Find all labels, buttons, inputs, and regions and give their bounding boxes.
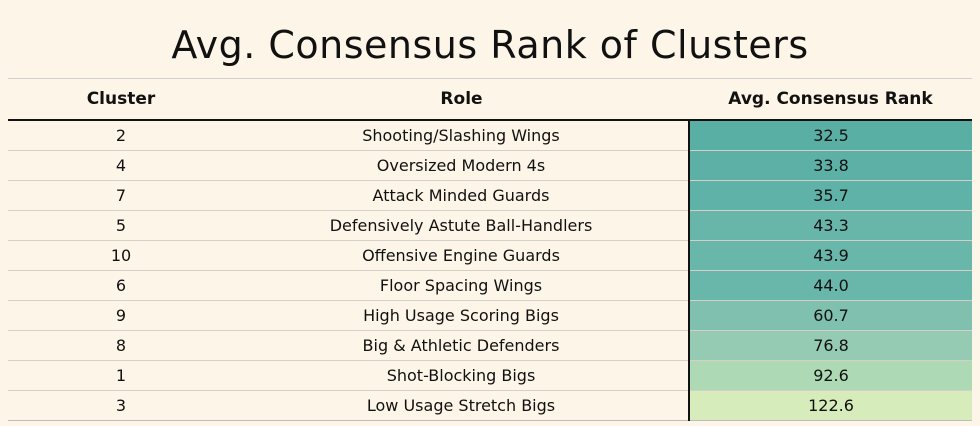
header-row: Cluster Role Avg. Consensus Rank [8,78,972,121]
rank-cell: 32.5 [688,120,972,151]
table-row: 5 Defensively Astute Ball-Handlers 43.3 [8,210,972,241]
rank-cell: 60.7 [688,300,972,331]
role-cell: Defensively Astute Ball-Handlers [234,210,689,241]
cluster-cell: 8 [8,330,234,361]
cluster-cell: 7 [8,180,234,211]
cluster-cell: 5 [8,210,234,241]
table-row: 9 High Usage Scoring Bigs 60.7 [8,300,972,331]
cluster-cell: 2 [8,120,234,151]
table-row: 6 Floor Spacing Wings 44.0 [8,270,972,301]
rank-cell: 92.6 [688,360,972,391]
role-cell: Offensive Engine Guards [234,240,689,271]
cluster-cell: 4 [8,150,234,181]
rank-cell: 35.7 [688,180,972,211]
cluster-rank-table: Cluster Role Avg. Consensus Rank 2 Shooti… [8,78,972,421]
role-cell: High Usage Scoring Bigs [234,300,689,331]
chart-title: Avg. Consensus Rank of Clusters [171,23,809,67]
header-cluster: Cluster [8,78,234,121]
table-row: 10 Offensive Engine Guards 43.9 [8,240,972,271]
role-cell: Shot-Blocking Bigs [234,360,689,391]
table-row: 4 Oversized Modern 4s 33.8 [8,150,972,181]
cluster-cell: 3 [8,390,234,421]
rank-cell: 33.8 [688,150,972,181]
table-row: 8 Big & Athletic Defenders 76.8 [8,330,972,361]
role-cell: Floor Spacing Wings [234,270,689,301]
role-cell: Low Usage Stretch Bigs [234,390,689,421]
role-cell: Attack Minded Guards [234,180,689,211]
header-role: Role [234,78,689,121]
rank-cell: 43.9 [688,240,972,271]
header-avg-consensus-rank: Avg. Consensus Rank [689,78,972,121]
rank-cell: 44.0 [688,270,972,301]
cluster-cell: 9 [8,300,234,331]
role-cell: Big & Athletic Defenders [234,330,689,361]
rank-cell: 43.3 [688,210,972,241]
table-row: 7 Attack Minded Guards 35.7 [8,180,972,211]
cluster-cell: 10 [8,240,234,271]
table-row: 3 Low Usage Stretch Bigs 122.6 [8,390,972,421]
table-row: 1 Shot-Blocking Bigs 92.6 [8,360,972,391]
role-cell: Shooting/Slashing Wings [234,120,689,151]
cluster-cell: 6 [8,270,234,301]
table-row: 2 Shooting/Slashing Wings 32.5 [8,120,972,151]
rank-cell: 122.6 [688,390,972,421]
rank-cell: 76.8 [688,330,972,361]
cluster-cell: 1 [8,360,234,391]
role-cell: Oversized Modern 4s [234,150,689,181]
